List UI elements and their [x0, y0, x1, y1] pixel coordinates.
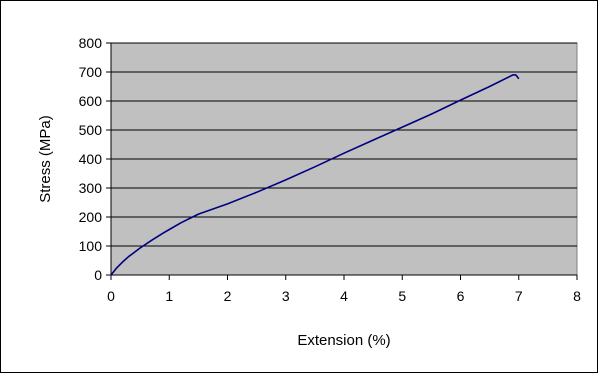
y-tick-label-300: 300: [79, 180, 103, 196]
x-tick-label-8: 8: [573, 288, 581, 304]
y-tick-label-500: 500: [79, 122, 103, 138]
y-axis-title: Stress (MPa): [37, 115, 54, 203]
y-tick-label-700: 700: [79, 64, 103, 80]
y-tick-label-800: 800: [79, 35, 103, 51]
y-tick-label-0: 0: [94, 267, 102, 283]
series-line-0: [110, 74, 520, 276]
x-tick-label-5: 5: [398, 288, 406, 304]
y-tick-label-200: 200: [79, 209, 103, 225]
x-tick-label-3: 3: [282, 288, 290, 304]
y-tick-label-600: 600: [79, 93, 103, 109]
series-layer: [110, 74, 520, 276]
x-tick-label-2: 2: [224, 288, 232, 304]
x-tick-label-0: 0: [107, 288, 115, 304]
x-tick-label-4: 4: [340, 288, 348, 304]
y-tick-label-400: 400: [79, 151, 103, 167]
y-axis: 0 100 200 300 400 500 600 700 800: [79, 35, 112, 283]
grid-lines: [111, 42, 577, 247]
x-tick-label-7: 7: [515, 288, 523, 304]
x-tick-label-6: 6: [457, 288, 465, 304]
x-axis-title: Extension (%): [297, 332, 390, 349]
x-axis: 0 1 2 3 4 5 6 7 8: [107, 274, 581, 304]
x-tick-label-1: 1: [165, 288, 173, 304]
y-tick-label-100: 100: [79, 238, 103, 254]
